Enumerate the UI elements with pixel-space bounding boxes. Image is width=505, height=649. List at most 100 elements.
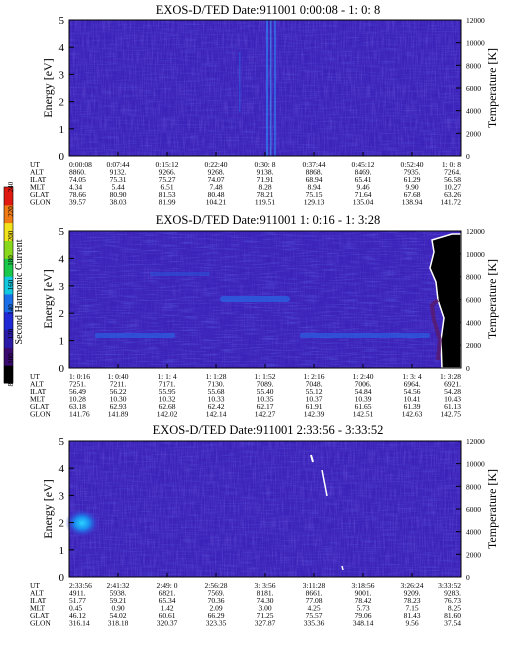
table-cell: 323.35 xyxy=(206,619,227,628)
y-tick-label: 5 xyxy=(59,15,65,27)
table-cell: 316.14 xyxy=(69,619,90,628)
table-cell: 10.27 xyxy=(444,183,461,192)
table-cell: 4911. xyxy=(69,589,86,598)
table-cell: 9283. xyxy=(444,589,461,598)
table-cell: 81.53 xyxy=(159,190,176,199)
table-cell: 5.44 xyxy=(111,183,124,192)
colorbar: 80 100 120 140 160 180 200 220 240 Second Harmon… xyxy=(3,181,25,387)
table-cell: 10.43 xyxy=(444,395,461,404)
table-cell: 119.51 xyxy=(255,198,276,207)
colorbar-swatches xyxy=(3,186,14,384)
table-cell: 60.61 xyxy=(159,611,176,620)
table-cell: 3: 3:56 xyxy=(254,581,275,590)
panel-3-hotspot xyxy=(65,509,99,537)
table-cell: 348.14 xyxy=(353,619,374,628)
y2-tick-label: 8000 xyxy=(466,482,481,491)
y-tick-label: 0 xyxy=(59,572,65,584)
table-cell: 78.66 xyxy=(69,190,86,199)
colorbar-tick-label: 220 xyxy=(7,206,15,217)
table-row-label: GLAT xyxy=(30,402,50,411)
table-cell: 81.43 xyxy=(404,611,421,620)
colorbar-tick-label: 80 xyxy=(7,379,15,387)
panel-3-spike xyxy=(341,565,344,571)
table-cell: 8661. xyxy=(306,589,323,598)
table-row-label: ILAT xyxy=(30,596,47,605)
table-cell: 0.45 xyxy=(69,604,82,613)
table-cell: 55.40 xyxy=(257,387,274,396)
table-cell: 320.37 xyxy=(157,619,178,628)
table-cell: 10.37 xyxy=(306,395,323,404)
table-cell: 2.09 xyxy=(209,604,222,613)
table-cell: 0:30: 8 xyxy=(254,160,275,169)
y2-tick-label: 2000 xyxy=(466,341,481,350)
table-cell: 142.02 xyxy=(157,410,178,419)
table-row-label: GLON xyxy=(30,619,51,628)
table-cell: 1.42 xyxy=(160,604,173,613)
table-cell: 142.51 xyxy=(353,410,374,419)
table-cell: 1: 0: 8 xyxy=(442,160,461,169)
y-tick-label: 3 xyxy=(59,281,65,293)
panel-3-y2label: Temperature [K] xyxy=(485,469,499,549)
panel-2-band xyxy=(300,333,430,338)
table-cell: 74.30 xyxy=(257,596,274,605)
table-row-label: UT xyxy=(30,160,40,169)
panel-2-dropout-region xyxy=(429,233,462,369)
table-cell: 8181. xyxy=(257,589,274,598)
table-cell: 7264. xyxy=(444,168,461,177)
table-cell: 142.39 xyxy=(304,410,325,419)
table-cell: 142.63 xyxy=(402,410,423,419)
table-cell: 6821. xyxy=(159,589,176,598)
table-cell: 1: 1:52 xyxy=(254,372,275,381)
colorbar-swatch xyxy=(4,293,13,313)
table-cell: 59.21 xyxy=(110,596,127,605)
table-cell: 8860. xyxy=(69,168,86,177)
table-cell: 78.23 xyxy=(404,596,421,605)
table-cell: 6921. xyxy=(444,380,461,389)
table-cell: 10.35 xyxy=(257,395,274,404)
y2-tick-label: 12000 xyxy=(466,16,485,25)
table-cell: 75.57 xyxy=(306,611,323,620)
panel-2-y2label: Temperature [K] xyxy=(485,259,499,339)
table-cell: 0:37:44 xyxy=(303,160,326,169)
table-cell: 1: 3: 4 xyxy=(402,372,421,381)
panel-3-title: EXOS-D/TED Date:911001 2:33:56 - 3:33:52 xyxy=(153,423,384,437)
y2-tick-label: 8000 xyxy=(466,273,481,282)
y-tick-label: 5 xyxy=(59,226,65,238)
table-cell: 51.77 xyxy=(69,596,86,605)
y2-tick-label: 6000 xyxy=(466,505,481,514)
table-cell: 68.94 xyxy=(306,175,323,184)
y2-tick-label: 10000 xyxy=(466,250,485,259)
table-cell: 75.27 xyxy=(159,175,176,184)
table-cell: 9268. xyxy=(208,168,225,177)
y-tick-label: 2 xyxy=(59,518,65,530)
table-cell: 1: 2:40 xyxy=(352,372,373,381)
table-cell: 2:33:56 xyxy=(69,581,92,590)
table-cell: 5.73 xyxy=(356,604,369,613)
y2-tick-label: 12000 xyxy=(466,437,485,446)
table-cell: 71.25 xyxy=(257,611,274,620)
panel-1-noise-2 xyxy=(69,20,461,156)
table-cell: 6964. xyxy=(404,380,421,389)
table-cell: 79.06 xyxy=(355,611,372,620)
colorbar-ticks: 80 100 120 140 160 180 200 220 240 xyxy=(7,181,15,386)
table-cell: 62.93 xyxy=(110,402,127,411)
y2-tick-label: 4000 xyxy=(466,318,481,327)
table-cell: 61.39 xyxy=(404,402,421,411)
table-cell: 81.99 xyxy=(159,198,176,207)
y2-tick-label: 2000 xyxy=(466,550,481,559)
colorbar-swatch xyxy=(4,240,13,259)
y2-tick-label: 8000 xyxy=(466,61,481,70)
y2-tick-label: 10000 xyxy=(466,39,485,48)
panel-1-streak xyxy=(270,20,272,156)
table-cell: 9138. xyxy=(257,168,274,177)
table-cell: 9.90 xyxy=(405,183,418,192)
table-cell: 0:15:12 xyxy=(156,160,179,169)
table-cell: 55.95 xyxy=(159,387,176,396)
panel-2-band xyxy=(220,296,290,302)
table-cell: 318.18 xyxy=(108,619,129,628)
table-cell: 5938. xyxy=(110,589,127,598)
table-row-label: ILAT xyxy=(30,175,47,184)
panel-1-y2label: Temperature [K] xyxy=(485,48,499,128)
table-cell: 61.65 xyxy=(355,402,372,411)
y2-tick-label: 6000 xyxy=(466,296,481,305)
